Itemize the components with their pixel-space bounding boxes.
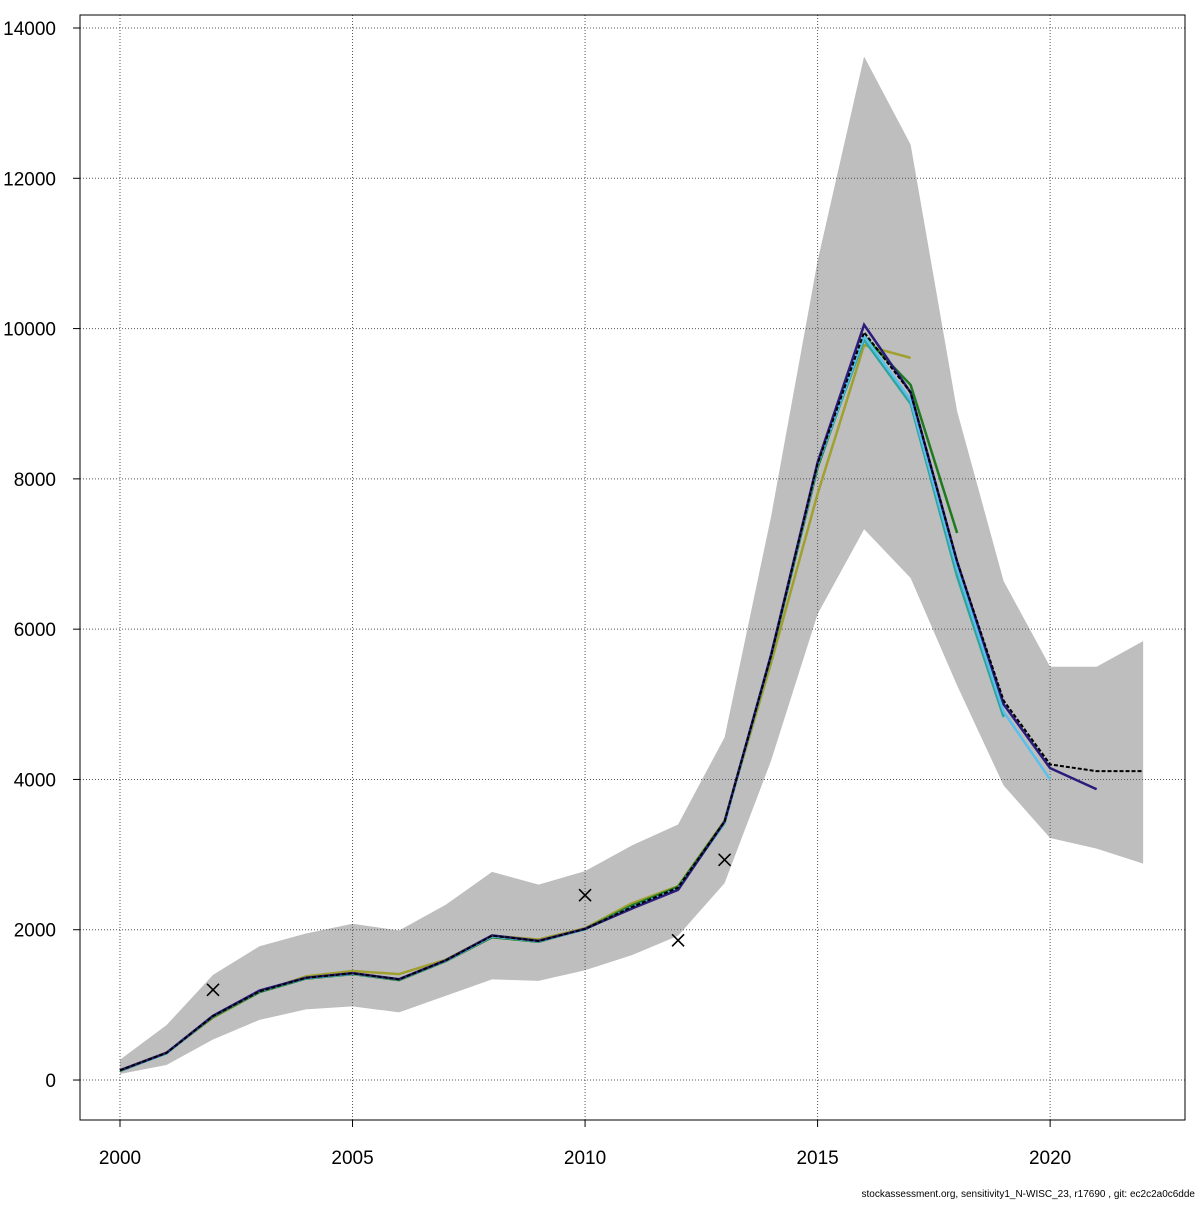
series-line <box>119 330 1144 1072</box>
y-tick-label: 6000 <box>14 620 56 641</box>
y-tick-label: 0 <box>45 1071 56 1092</box>
x-tick-label: 2020 <box>1029 1148 1071 1169</box>
footer: stockassessment.org, sensitivity1_N-WISC… <box>862 1189 1196 1200</box>
plot-frame <box>79 14 1186 1121</box>
x-tick-label: 2015 <box>796 1148 838 1169</box>
observation <box>718 853 732 867</box>
observation <box>671 933 685 947</box>
y-axis-label: Catch <box>0 540 5 590</box>
y-tick-label: 2000 <box>14 921 56 942</box>
observation <box>578 888 592 902</box>
confidence-band <box>119 56 1144 1075</box>
observation <box>206 983 220 997</box>
y-tick-label: 4000 <box>14 770 56 791</box>
y-tick-label: 12000 <box>3 169 56 190</box>
y-tick-label: 10000 <box>3 320 56 341</box>
x-tick-label: 2005 <box>331 1148 373 1169</box>
y-tick-label: 14000 <box>3 19 56 40</box>
x-tick-label: 2000 <box>99 1148 141 1169</box>
x-tick-label: 2010 <box>564 1148 606 1169</box>
y-tick-label: 8000 <box>14 470 56 491</box>
